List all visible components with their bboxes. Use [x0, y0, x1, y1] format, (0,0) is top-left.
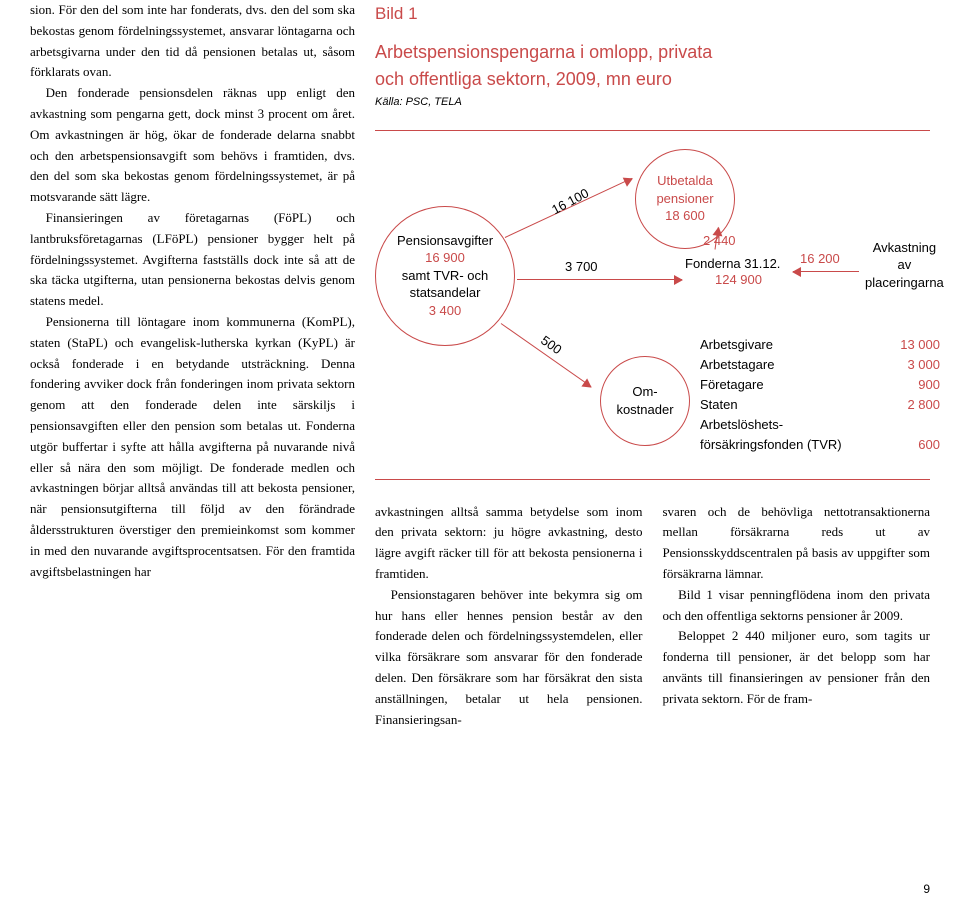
- table-row: Staten 2 800: [700, 395, 940, 415]
- node-line: samt TVR- och: [402, 267, 488, 285]
- node-line: Utbetalda: [657, 172, 713, 190]
- label: försäkringsfonden (TVR): [700, 435, 842, 455]
- left-text-column: sion. För den del som inte har fonderats…: [30, 0, 355, 860]
- label: Arbetstagare: [700, 355, 774, 375]
- value: 16 200: [800, 251, 840, 266]
- node-value: 16 900: [425, 249, 465, 267]
- node-pensionsavgifter: Pensionsavgifter 16 900 samt TVR- och st…: [375, 206, 515, 346]
- figure-subtitle-line: och offentliga sektorn, 2009, mn euro: [375, 68, 930, 91]
- value: 2 800: [882, 395, 940, 415]
- figure-and-columns: Bild 1 Arbetspensionspengarna i omlopp, …: [375, 0, 930, 860]
- right-label: Avkastning av placeringarna: [865, 239, 944, 292]
- table-row: Arbetsgivare 13 000: [700, 335, 940, 355]
- value: 900: [882, 375, 940, 395]
- label: Arbetslöshets-: [700, 417, 783, 432]
- flow-value: 500: [536, 330, 566, 359]
- arrow-icon: [793, 271, 859, 272]
- paragraph: Den fonderade pensionsdelen räknas upp e…: [30, 83, 355, 208]
- label: Arbetsgivare: [700, 335, 773, 355]
- text: placeringarna: [865, 275, 944, 290]
- paragraph: avkastningen alltså samma betydelse som …: [375, 502, 643, 585]
- node-line: Pensionsavgifter: [397, 232, 493, 250]
- table-row: Företagare 900: [700, 375, 940, 395]
- bottom-column-1: avkastningen alltså samma betydelse som …: [375, 502, 643, 731]
- table-row: Arbetstagare 3 000: [700, 355, 940, 375]
- text: av: [898, 257, 912, 272]
- node-value: 18 600: [665, 207, 705, 225]
- value: 13 000: [882, 335, 940, 355]
- flow-value-red: 16 200: [800, 251, 840, 268]
- node-omkostnader: Om- kostnader: [600, 356, 690, 446]
- text: Avkastning: [873, 240, 936, 255]
- node-line: Om-: [632, 383, 657, 401]
- paragraph: sion. För den del som inte har fonderats…: [30, 0, 355, 83]
- figure-source: Källa: PSC, TELA: [375, 94, 930, 112]
- flow-diagram: Pensionsavgifter 16 900 samt TVR- och st…: [375, 130, 930, 480]
- node-line: pensioner: [656, 190, 713, 208]
- flow-value: 16 100: [548, 183, 593, 220]
- value: 3 000: [882, 355, 940, 375]
- table-row: försäkringsfonden (TVR) 600: [700, 435, 940, 455]
- paragraph: Bild 1 visar penningflödena inom den pri…: [663, 585, 931, 627]
- node-line: statsandelar: [410, 284, 481, 302]
- node-line: kostnader: [616, 401, 673, 419]
- table-row: Arbetslöshets-: [700, 415, 940, 435]
- label: Företagare: [700, 375, 764, 395]
- figure-caption-number: Bild 1: [375, 0, 930, 27]
- paragraph: Finansieringen av företagarnas (FöPL) oc…: [30, 208, 355, 312]
- fund-label: Fonderna 31.12. 124 900: [685, 256, 780, 290]
- value: 600: [882, 435, 940, 455]
- paragraph: Pensionerna till löntagare inom kommuner…: [30, 312, 355, 582]
- bottom-text-columns: avkastningen alltså samma betydelse som …: [375, 502, 930, 731]
- label: Staten: [700, 395, 738, 415]
- paragraph: svaren och de behövliga nettotransaktion…: [663, 502, 931, 585]
- contributors-table: Arbetsgivare 13 000 Arbetstagare 3 000 F…: [700, 335, 940, 456]
- paragraph: Pensionstagaren behöver inte bekymra sig…: [375, 585, 643, 731]
- text: Fonderna 31.12.: [685, 256, 780, 271]
- node-value: 3 400: [429, 302, 462, 320]
- value: 124 900: [715, 272, 762, 289]
- flow-value: 3 700: [565, 259, 598, 276]
- bottom-column-2: svaren och de behövliga nettotransaktion…: [663, 502, 931, 731]
- paragraph: Beloppet 2 440 miljoner euro, som tagits…: [663, 626, 931, 709]
- arrow-icon: [517, 279, 682, 280]
- figure-subtitle-line: Arbetspensionspengarna i omlopp, privata: [375, 41, 930, 64]
- page-number: 9: [923, 880, 930, 899]
